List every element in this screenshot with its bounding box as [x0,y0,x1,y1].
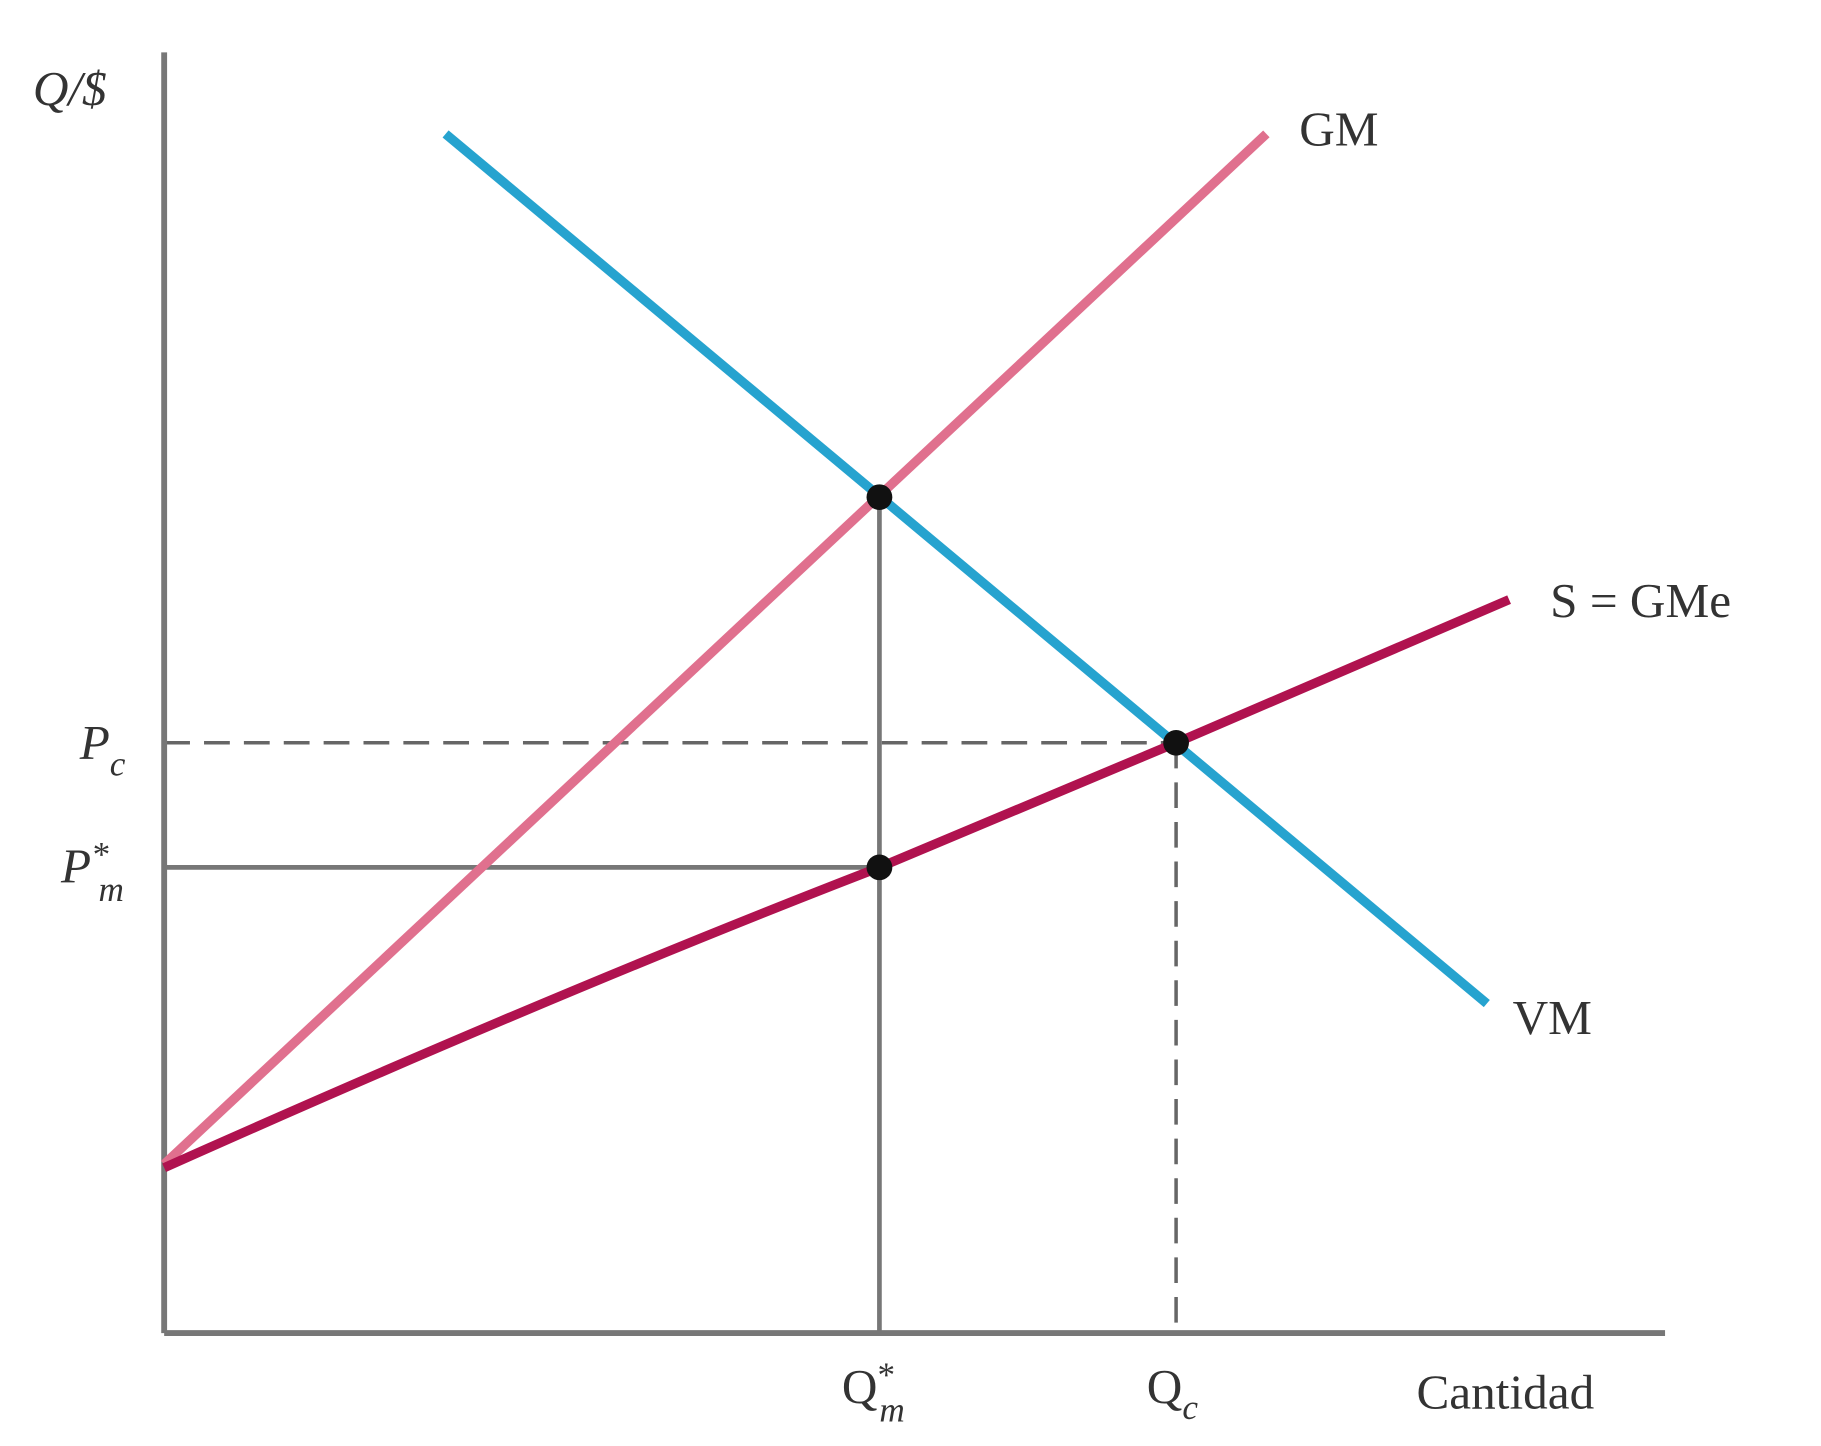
main: P [60,839,91,894]
pm-label: P* m [60,835,124,909]
gm-curve [160,130,1270,1168]
sub: c [110,745,126,784]
gm-label: GM [1299,102,1378,157]
sub: m [879,1391,904,1430]
supply-curve [162,595,1511,1172]
vm-curve [442,130,1490,1008]
main: Q [842,1359,878,1414]
x-axis-label: Cantidad [1416,1365,1594,1420]
y-axis-label: Q/$ [33,61,107,116]
qm-label: Q* m [842,1356,905,1430]
supply-label: S = GMe [1550,573,1731,628]
point [1163,729,1189,756]
qc-label: Qc [1147,1359,1199,1427]
sub: m [98,870,123,909]
pc-label: Pc [79,715,126,783]
point [866,484,893,510]
main: P [79,715,110,770]
main: Q [1147,1359,1183,1414]
vm-label: VM [1513,990,1592,1045]
sup: * [877,1356,895,1395]
sub: c [1182,1388,1198,1427]
sup: * [91,835,109,874]
point [866,854,893,881]
